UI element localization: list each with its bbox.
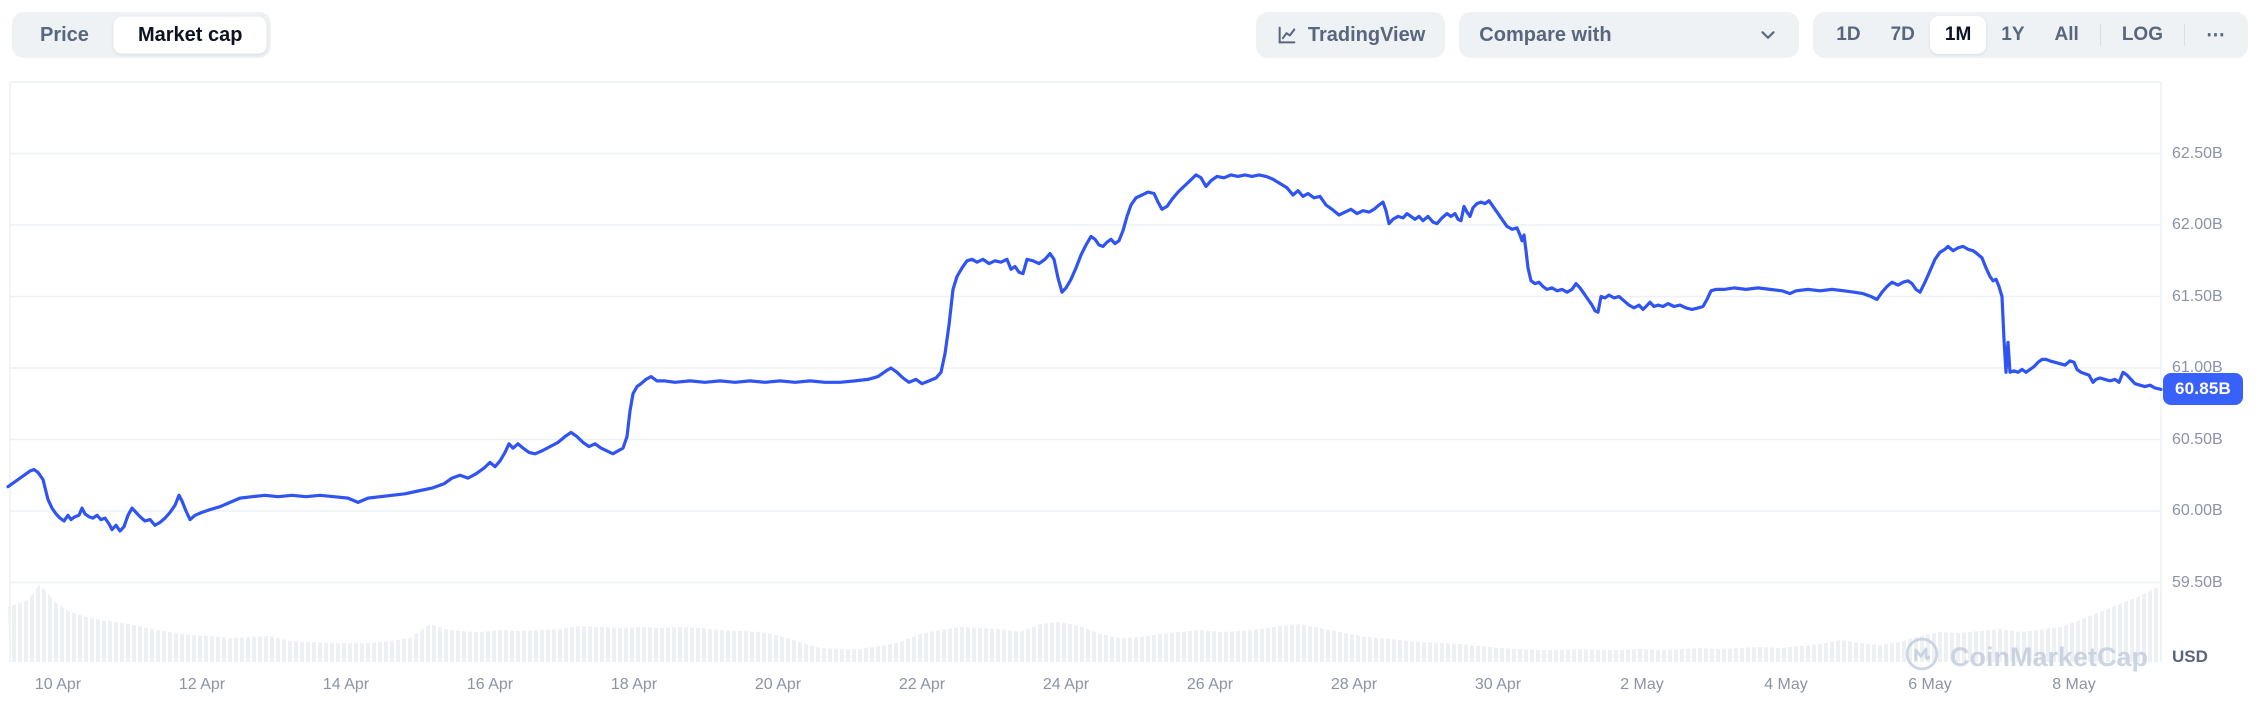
range-1m[interactable]: 1M (1929, 16, 1987, 54)
range-divider (2099, 24, 2101, 46)
x-tick-label: 6 May (1908, 676, 1952, 693)
y-tick-label: 62.50B (2172, 144, 2223, 162)
chart-area[interactable]: 62.50B 62.00B 61.50B 61.00B 60.50B 60.00B 59.5… (0, 57, 2260, 727)
currency-label: USD (2172, 647, 2208, 666)
x-tick-label: 26 Apr (1186, 676, 1234, 693)
range-1d[interactable]: 1D (1821, 16, 1875, 54)
x-tick-label: 20 Apr (754, 676, 802, 693)
x-tick-label: 24 Apr (1042, 676, 1090, 693)
watermark-text: CoinMarketCap (1949, 642, 2148, 672)
x-tick-label: 16 Apr (466, 676, 514, 693)
range-7d[interactable]: 7D (1876, 16, 1930, 54)
x-tick-label: 12 Apr (178, 676, 226, 693)
y-tick-label: 60.50B (2172, 430, 2223, 448)
range-divider (2184, 24, 2185, 46)
y-tick-label: 61.50B (2172, 287, 2223, 305)
y-tick-label: 60.00B (2172, 502, 2223, 519)
toggle-market-cap[interactable]: Market cap (112, 16, 268, 54)
market-cap-line-chart (6, 81, 2163, 662)
range-all[interactable]: All (2040, 16, 2094, 54)
tradingview-button[interactable]: TradingView (1255, 12, 1446, 58)
range-1y[interactable]: 1Y (1986, 16, 2039, 54)
x-tick-label: 30 Apr (1474, 676, 1522, 693)
x-tick-label: 28 Apr (1330, 676, 1378, 693)
toolbar-right: TradingView Compare with 1D 7D 1M 1Y All LOG ⋯ (1255, 12, 2248, 58)
y-tick-label: 62.00B (2172, 216, 2223, 233)
x-tick-label: 14 Apr (322, 676, 370, 693)
tradingview-chart-icon (1276, 24, 1298, 46)
current-value-badge: 60.85B (2163, 373, 2244, 406)
range-more[interactable]: ⋯ (2191, 16, 2240, 54)
toggle-price[interactable]: Price (16, 16, 113, 54)
coinmarketcap-watermark: CoinMarketCap (1904, 636, 2148, 679)
x-tick-label: 18 Apr (610, 676, 658, 693)
compare-with-label: Compare with (1479, 23, 1612, 46)
x-tick-label: 8 May (2052, 676, 2096, 693)
current-value-text: 60.85B (2175, 379, 2232, 399)
price-marketcap-toggle: Price Market cap (12, 12, 272, 58)
range-log[interactable]: LOG (2107, 16, 2178, 54)
chart-toolbar: Price Market cap TradingView Compare with (0, 0, 2260, 70)
x-tick-label: 22 Apr (898, 676, 946, 693)
coinmarketcap-logo-icon (1904, 636, 1940, 679)
y-tick-label: 61.00B (2172, 359, 2223, 376)
x-tick-label: 10 Apr (34, 676, 82, 693)
y-tick-label: 59.50B (2172, 573, 2223, 591)
compare-with-dropdown[interactable]: Compare with (1459, 12, 1800, 58)
range-selector: 1D 7D 1M 1Y All LOG ⋯ (1813, 12, 2248, 58)
tradingview-label: TradingView (1307, 23, 1426, 46)
x-tick-label: 2 May (1620, 676, 1664, 693)
chevron-down-icon (1757, 24, 1779, 46)
x-tick-label: 4 May (1764, 676, 1808, 693)
